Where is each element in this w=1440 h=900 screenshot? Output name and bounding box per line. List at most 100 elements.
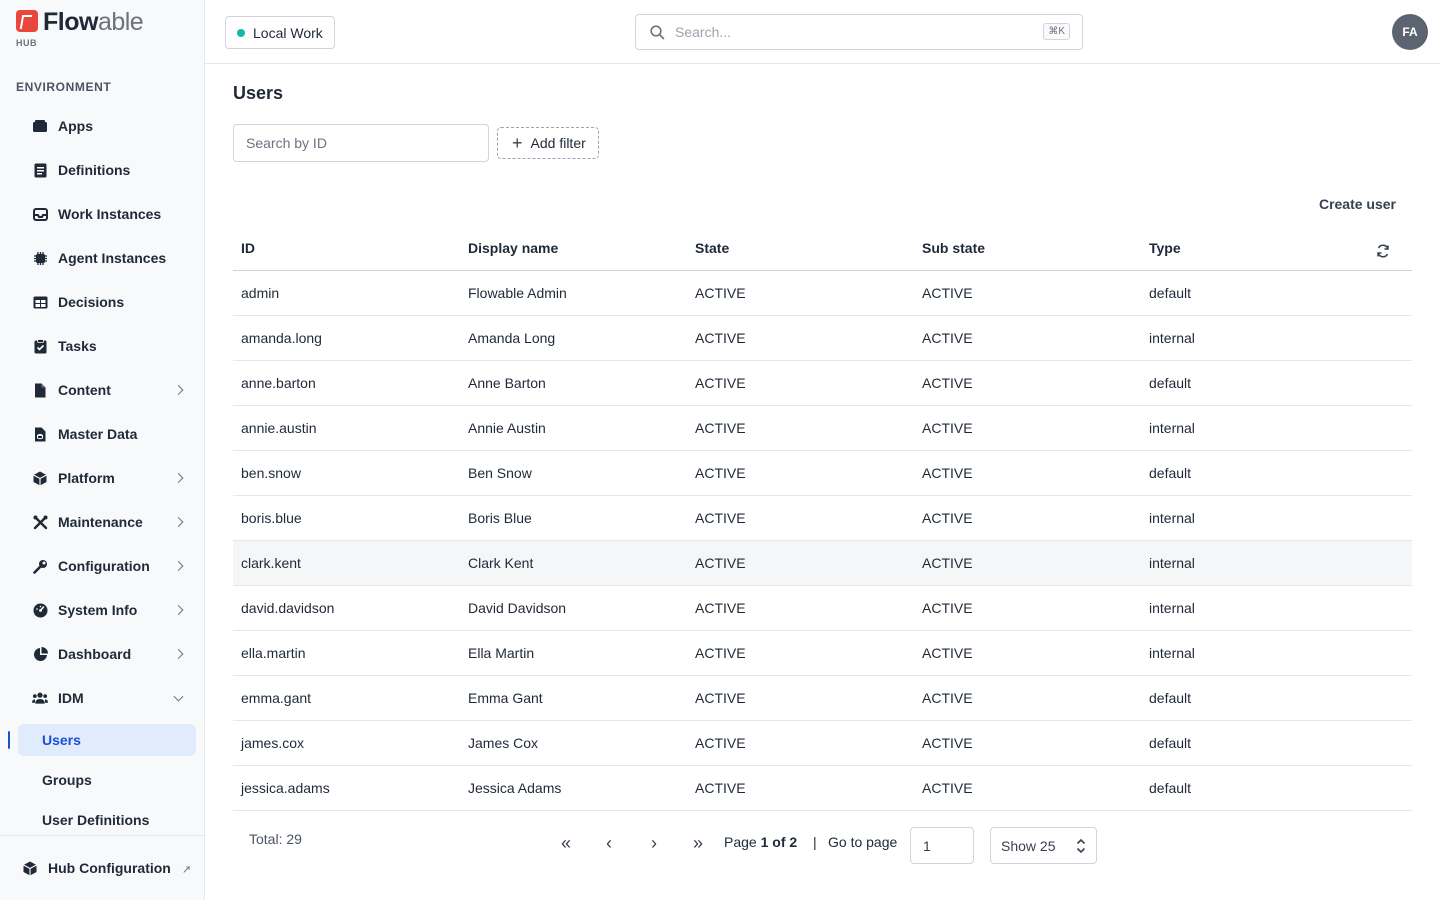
total-count: Total: 29	[249, 831, 302, 847]
cell-state: ACTIVE	[695, 330, 746, 346]
external-link-icon: ↗	[181, 864, 191, 876]
previous-page-icon[interactable]: ‹	[606, 832, 612, 853]
column-header-id[interactable]: ID	[241, 240, 255, 256]
column-header-type[interactable]: Type	[1149, 240, 1181, 256]
cell-sub-state: ACTIVE	[922, 510, 973, 526]
chevron-right-icon	[173, 605, 184, 615]
sidebar-item-work-instances[interactable]: Work Instances	[16, 192, 196, 236]
table-row[interactable]: clark.kent Clark Kent ACTIVE ACTIVE internal	[233, 541, 1412, 586]
cell-type: default	[1149, 690, 1192, 706]
cell-id: ella.martin	[241, 645, 306, 661]
sidebar-item-configuration[interactable]: Configuration	[16, 544, 196, 588]
inbox-icon	[32, 206, 48, 222]
cell-sub-state: ACTIVE	[922, 645, 973, 661]
sidebar-item-label: Apps	[58, 118, 93, 134]
cell-sub-state: ACTIVE	[922, 600, 973, 616]
global-search[interactable]: Search... ⌘K	[635, 14, 1083, 50]
table-row[interactable]: emma.gant Emma Gant ACTIVE ACTIVE default	[233, 676, 1412, 721]
go-to-page-input[interactable]	[910, 827, 974, 864]
cell-type: internal	[1149, 420, 1195, 436]
sidebar-item-label: Tasks	[58, 338, 97, 354]
first-page-icon[interactable]: «	[560, 832, 571, 853]
sidebar-item-label: Maintenance	[58, 514, 143, 530]
search-icon	[650, 24, 665, 39]
cell-display-name: Ella Martin	[468, 645, 535, 661]
sidebar-subitem-user-definitions[interactable]: User Definitions	[42, 812, 150, 828]
cell-type: internal	[1149, 330, 1195, 346]
cell-type: default	[1149, 285, 1192, 301]
sidebar-item-maintenance[interactable]: Maintenance	[16, 500, 196, 544]
cell-sub-state: ACTIVE	[922, 330, 973, 346]
cell-sub-state: ACTIVE	[922, 375, 973, 391]
cube-icon	[22, 860, 38, 876]
sidebar-item-decisions[interactable]: Decisions	[16, 280, 196, 324]
sidebar-subitem-users[interactable]: Users	[18, 724, 196, 756]
table-row[interactable]: jessica.adams Jessica Adams ACTIVE ACTIVE de…	[233, 766, 1412, 811]
cell-id: ben.snow	[241, 465, 301, 481]
sidebar-item-content[interactable]: Content	[16, 368, 196, 412]
user-avatar[interactable]: FA	[1392, 14, 1428, 50]
pagination-separator: |	[813, 834, 817, 850]
sidebar-item-platform[interactable]: Platform	[16, 456, 196, 500]
column-header-display-name[interactable]: Display name	[468, 240, 559, 256]
sidebar-item-definitions[interactable]: Definitions	[16, 148, 196, 192]
cell-sub-state: ACTIVE	[922, 555, 973, 571]
cell-state: ACTIVE	[695, 645, 746, 661]
workspace-label: Local Work	[253, 24, 323, 41]
add-filter-button[interactable]: + Add filter	[497, 127, 599, 159]
cell-type: default	[1149, 780, 1192, 796]
cell-type: internal	[1149, 555, 1195, 571]
sidebar-item-label: Platform	[58, 470, 115, 486]
sidebar-item-label: Work Instances	[58, 206, 162, 222]
search-placeholder: Search...	[675, 24, 732, 40]
hub-configuration-link[interactable]: Hub Configuration ↗	[0, 835, 205, 900]
table-row[interactable]: ella.martin Ella Martin ACTIVE ACTIVE intern…	[233, 631, 1412, 676]
create-user-button[interactable]: Create user	[1318, 196, 1396, 212]
sidebar-subitem-groups[interactable]: Groups	[42, 772, 92, 788]
table-row[interactable]: boris.blue Boris Blue ACTIVE ACTIVE internal	[233, 496, 1412, 541]
cell-id: amanda.long	[241, 330, 322, 346]
column-header-sub-state[interactable]: Sub state	[922, 240, 986, 256]
workspace-selector[interactable]: Local Work	[225, 16, 335, 49]
sidebar-item-master-data[interactable]: Master Data	[16, 412, 196, 456]
search-by-id-input[interactable]	[233, 124, 489, 162]
next-page-icon[interactable]: ›	[651, 832, 657, 853]
cell-display-name: Flowable Admin	[468, 285, 567, 301]
flowable-logo[interactable]: Flowable HUB	[16, 10, 144, 48]
cell-state: ACTIVE	[695, 285, 746, 301]
cell-display-name: Clark Kent	[468, 555, 534, 571]
page-size-select[interactable]: Show 25	[990, 827, 1097, 864]
cell-id: emma.gant	[241, 690, 312, 706]
table-row[interactable]: amanda.long Amanda Long ACTIVE ACTIVE intern…	[233, 316, 1412, 361]
sidebar-item-agent-instances[interactable]: Agent Instances	[16, 236, 196, 280]
table-row[interactable]: david.davidson David Davidson ACTIVE ACTIVE…	[233, 586, 1412, 631]
database-file-icon	[32, 426, 48, 442]
hub-configuration-label: Hub Configuration	[48, 860, 171, 876]
environment-section-label: ENVIRONMENT	[16, 80, 112, 94]
table-row[interactable]: james.cox James Cox ACTIVE ACTIVE default	[233, 721, 1412, 766]
sidebar-item-label: Configuration	[58, 558, 150, 574]
table-row[interactable]: annie.austin Annie Austin ACTIVE ACTIVE inte…	[233, 406, 1412, 451]
column-header-state[interactable]: State	[695, 240, 730, 256]
table-header: ID Display name State Sub state Type	[233, 226, 1412, 271]
table-row[interactable]: anne.barton Anne Barton ACTIVE ACTIVE defaul…	[233, 361, 1412, 406]
sidebar-item-tasks[interactable]: Tasks	[16, 324, 196, 368]
table-row[interactable]: ben.snow Ben Snow ACTIVE ACTIVE default	[233, 451, 1412, 496]
chevron-right-icon	[173, 561, 184, 571]
cell-display-name: Amanda Long	[468, 330, 556, 346]
cell-sub-state: ACTIVE	[922, 285, 973, 301]
gauge-icon	[32, 602, 48, 618]
last-page-icon[interactable]: »	[692, 832, 703, 853]
sidebar-item-system-info[interactable]: System Info	[16, 588, 196, 632]
sidebar-item-apps[interactable]: Apps	[16, 104, 196, 148]
cell-state: ACTIVE	[695, 510, 746, 526]
table-icon	[32, 294, 48, 310]
sidebar-item-label: Dashboard	[58, 646, 132, 662]
cell-type: internal	[1149, 510, 1195, 526]
refresh-icon[interactable]	[1376, 244, 1390, 258]
cell-display-name: Jessica Adams	[468, 780, 562, 796]
sidebar-item-dashboard[interactable]: Dashboard	[16, 632, 196, 676]
table-row[interactable]: admin Flowable Admin ACTIVE ACTIVE default	[233, 271, 1412, 316]
sidebar-item-idm[interactable]: IDM	[16, 676, 196, 720]
page-size-label: Show 25	[1001, 837, 1056, 854]
